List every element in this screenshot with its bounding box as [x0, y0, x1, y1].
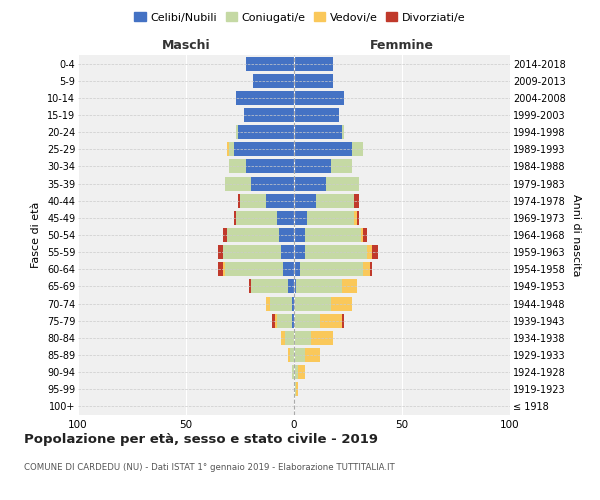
Bar — [294, 228, 305, 242]
Bar — [305, 228, 361, 242]
Bar — [275, 314, 277, 328]
Y-axis label: Anni di nascita: Anni di nascita — [571, 194, 581, 276]
Bar — [294, 160, 331, 173]
Bar — [370, 262, 372, 276]
Bar — [294, 382, 296, 396]
Legend: Celibi/Nubili, Coniugati/e, Vedovi/e, Divorziati/e: Celibi/Nubili, Coniugati/e, Vedovi/e, Di… — [130, 8, 470, 27]
Bar — [223, 228, 227, 242]
Bar — [320, 314, 341, 328]
Bar — [277, 314, 292, 328]
Bar — [225, 176, 251, 190]
Bar — [287, 348, 290, 362]
Bar — [294, 262, 301, 276]
Bar — [294, 142, 352, 156]
Bar — [294, 91, 344, 105]
Bar — [341, 280, 356, 293]
Bar — [233, 142, 294, 156]
Bar — [294, 74, 333, 88]
Bar — [294, 348, 305, 362]
Bar — [251, 176, 294, 190]
Bar — [270, 296, 292, 310]
Bar — [287, 280, 294, 293]
Bar — [298, 365, 305, 379]
Bar — [301, 262, 363, 276]
Bar — [331, 296, 352, 310]
Bar — [341, 125, 344, 139]
Bar — [305, 348, 320, 362]
Bar — [227, 142, 229, 156]
Y-axis label: Fasce di età: Fasce di età — [31, 202, 41, 268]
Bar — [316, 194, 355, 207]
Bar — [363, 228, 367, 242]
Bar — [266, 194, 294, 207]
Bar — [244, 108, 294, 122]
Bar — [251, 280, 287, 293]
Bar — [356, 211, 359, 225]
Bar — [225, 262, 283, 276]
Bar — [294, 331, 311, 345]
Bar — [292, 296, 294, 310]
Bar — [311, 331, 333, 345]
Bar — [294, 125, 341, 139]
Bar — [355, 211, 356, 225]
Bar — [341, 314, 344, 328]
Bar — [266, 296, 270, 310]
Bar — [279, 228, 294, 242]
Bar — [294, 280, 296, 293]
Bar — [236, 91, 294, 105]
Bar — [229, 160, 247, 173]
Bar — [292, 314, 294, 328]
Bar — [236, 125, 238, 139]
Bar — [240, 194, 266, 207]
Bar — [326, 176, 359, 190]
Bar — [296, 280, 341, 293]
Bar — [294, 365, 298, 379]
Bar — [281, 245, 294, 259]
Bar — [218, 245, 223, 259]
Bar — [290, 348, 294, 362]
Bar — [247, 56, 294, 70]
Text: Maschi: Maschi — [161, 38, 211, 52]
Bar — [372, 245, 378, 259]
Bar — [281, 331, 286, 345]
Bar — [331, 160, 352, 173]
Bar — [236, 211, 277, 225]
Bar — [296, 382, 298, 396]
Bar — [294, 56, 333, 70]
Bar — [292, 365, 294, 379]
Bar — [307, 211, 355, 225]
Bar — [286, 331, 294, 345]
Bar — [294, 176, 326, 190]
Bar — [294, 296, 331, 310]
Bar — [218, 262, 223, 276]
Bar — [305, 245, 367, 259]
Bar — [253, 74, 294, 88]
Bar — [238, 125, 294, 139]
Bar — [223, 262, 225, 276]
Bar — [247, 160, 294, 173]
Text: Femmine: Femmine — [370, 38, 434, 52]
Bar — [294, 314, 320, 328]
Bar — [361, 228, 363, 242]
Bar — [294, 245, 305, 259]
Bar — [355, 194, 359, 207]
Bar — [367, 245, 372, 259]
Bar — [248, 280, 251, 293]
Bar — [352, 142, 363, 156]
Bar — [294, 108, 340, 122]
Bar — [294, 211, 307, 225]
Bar — [229, 142, 233, 156]
Bar — [238, 194, 240, 207]
Bar — [283, 262, 294, 276]
Bar — [233, 211, 236, 225]
Bar — [363, 262, 370, 276]
Bar — [227, 228, 279, 242]
Bar — [294, 194, 316, 207]
Text: COMUNE DI CARDEDU (NU) - Dati ISTAT 1° gennaio 2019 - Elaborazione TUTTITALIA.IT: COMUNE DI CARDEDU (NU) - Dati ISTAT 1° g… — [24, 462, 395, 471]
Text: Popolazione per età, sesso e stato civile - 2019: Popolazione per età, sesso e stato civil… — [24, 432, 378, 446]
Bar — [272, 314, 275, 328]
Bar — [223, 245, 281, 259]
Bar — [277, 211, 294, 225]
